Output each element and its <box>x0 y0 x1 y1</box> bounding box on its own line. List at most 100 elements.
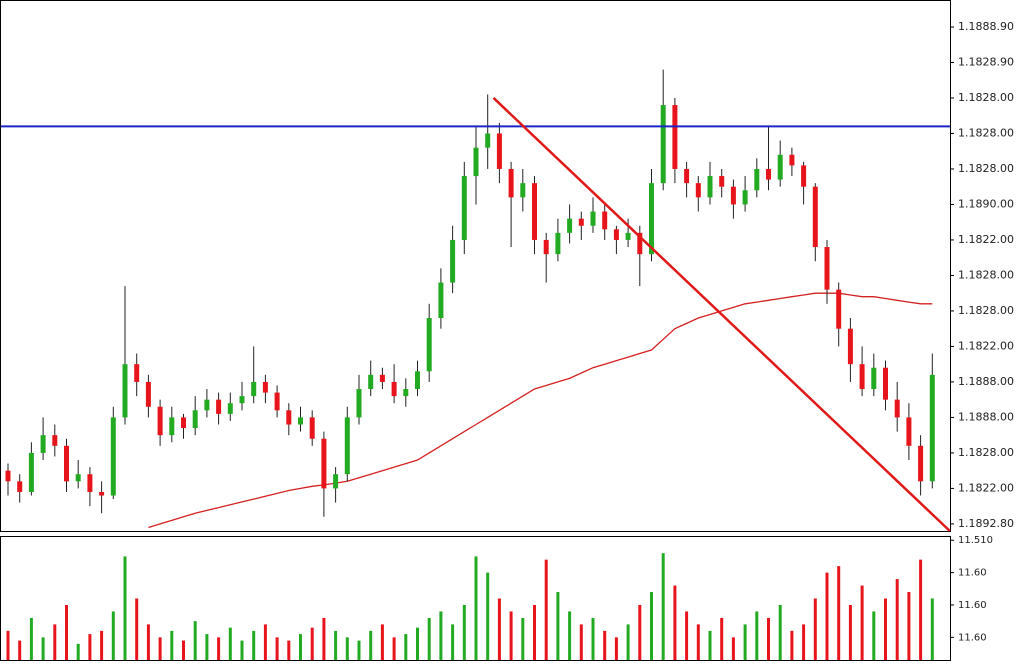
volume-bar <box>53 624 57 660</box>
volume-bar <box>263 624 267 660</box>
candle-body <box>754 168 760 191</box>
candle-body <box>403 389 409 397</box>
y2-tick-label: 11.60 <box>958 600 987 611</box>
y-tick-label: 1.1890.00 <box>958 197 1014 210</box>
volume-bar <box>556 592 560 660</box>
candle-body <box>28 452 34 492</box>
volume-bar <box>380 624 384 660</box>
candle-body <box>637 232 643 255</box>
candle-body <box>625 232 631 240</box>
volume-bar <box>626 624 630 660</box>
candle-body <box>836 289 842 329</box>
candle-body <box>883 367 888 400</box>
candle-body <box>567 218 573 233</box>
candle-body <box>169 417 175 436</box>
volume-bar <box>919 559 923 660</box>
candle-body <box>695 183 701 198</box>
candle-body <box>87 474 93 492</box>
volume-bar <box>533 604 536 660</box>
volume-bar <box>135 598 139 660</box>
y-tick-label: 1.1828.00 <box>958 268 1014 281</box>
candle-body <box>590 211 596 226</box>
volume-bar <box>673 585 677 660</box>
candle-body <box>286 410 292 425</box>
volume-bar <box>322 617 326 660</box>
candle-body <box>344 417 350 475</box>
candle-body <box>707 176 713 198</box>
candle-body <box>473 147 479 177</box>
volume-bar <box>158 637 162 660</box>
candle-body <box>730 186 736 205</box>
volume-bar <box>193 621 197 660</box>
candle-body <box>719 176 725 187</box>
volume-bar <box>860 585 864 660</box>
volume-bar <box>462 604 466 660</box>
candle-body <box>801 165 807 187</box>
volume-bar <box>334 630 338 660</box>
candle-body <box>649 183 654 255</box>
candle-body <box>75 474 81 482</box>
volume-bar <box>182 640 185 660</box>
candle-body <box>40 435 46 453</box>
candle-body <box>426 318 432 372</box>
volume-bar <box>228 627 232 660</box>
volume-bar <box>837 566 841 660</box>
candle-body <box>672 105 678 169</box>
volume-bar <box>497 598 501 660</box>
volume-bar <box>357 640 361 660</box>
volume-bar <box>299 634 302 660</box>
volume-bar <box>287 640 291 660</box>
y-tick-label: 1.1888.90 <box>958 20 1014 33</box>
candle-body <box>5 470 11 482</box>
candle-body <box>859 364 865 390</box>
candle-body <box>64 445 69 482</box>
volume-bar <box>205 634 209 660</box>
candle-body <box>333 474 339 489</box>
y-tick-label: 1.1828.00 <box>958 304 1014 317</box>
marks: 1.1888.90 1.1828.90 1.1828.00 1.1828.00 1.18… <box>1 20 1014 660</box>
candle-body <box>520 183 526 198</box>
volume-bar <box>848 604 852 660</box>
volume-bar <box>509 611 513 660</box>
candle-body <box>766 168 771 180</box>
candle-body <box>918 445 924 482</box>
y-tick-label: 1.1828.00 <box>958 126 1014 139</box>
candle-body <box>684 168 690 184</box>
volume-bar <box>685 611 689 660</box>
volume-bar <box>416 627 419 660</box>
volume-bar <box>731 637 735 660</box>
volume-bar <box>907 592 911 660</box>
volume-bar <box>591 617 595 660</box>
y-tick-label: 1.1828.00 <box>958 446 1014 459</box>
candle-body <box>847 328 853 365</box>
candle-body <box>496 133 502 169</box>
volume-bar <box>252 630 256 660</box>
volume-bar <box>146 624 150 660</box>
candle-body <box>450 239 456 283</box>
candle-body <box>251 381 257 397</box>
y2-tick-label: 11.60 <box>958 632 987 643</box>
volume-bar <box>275 637 279 660</box>
volume-bar <box>614 637 618 660</box>
volume-bar <box>802 624 806 660</box>
candle-body <box>929 374 935 482</box>
y-tick-label: 1.1828.00 <box>958 91 1014 104</box>
candle-body <box>274 392 280 411</box>
volume-bar <box>29 617 33 660</box>
candle-body <box>298 417 303 425</box>
candle-body <box>145 381 151 407</box>
volume-bar <box>404 634 408 660</box>
volume-bar <box>790 630 794 660</box>
candle-body <box>613 229 619 240</box>
volume-bar <box>521 617 525 660</box>
candle-body <box>894 399 900 418</box>
volume-bar <box>825 572 829 660</box>
candle-body <box>368 374 374 390</box>
y-tick-label: 1.1828.90 <box>958 55 1014 68</box>
volume-bar <box>778 604 782 660</box>
volume-bar <box>743 624 747 660</box>
volume-bar <box>451 624 455 660</box>
candle-body <box>99 491 105 496</box>
candle-body <box>216 399 222 414</box>
candle-body <box>438 282 444 319</box>
